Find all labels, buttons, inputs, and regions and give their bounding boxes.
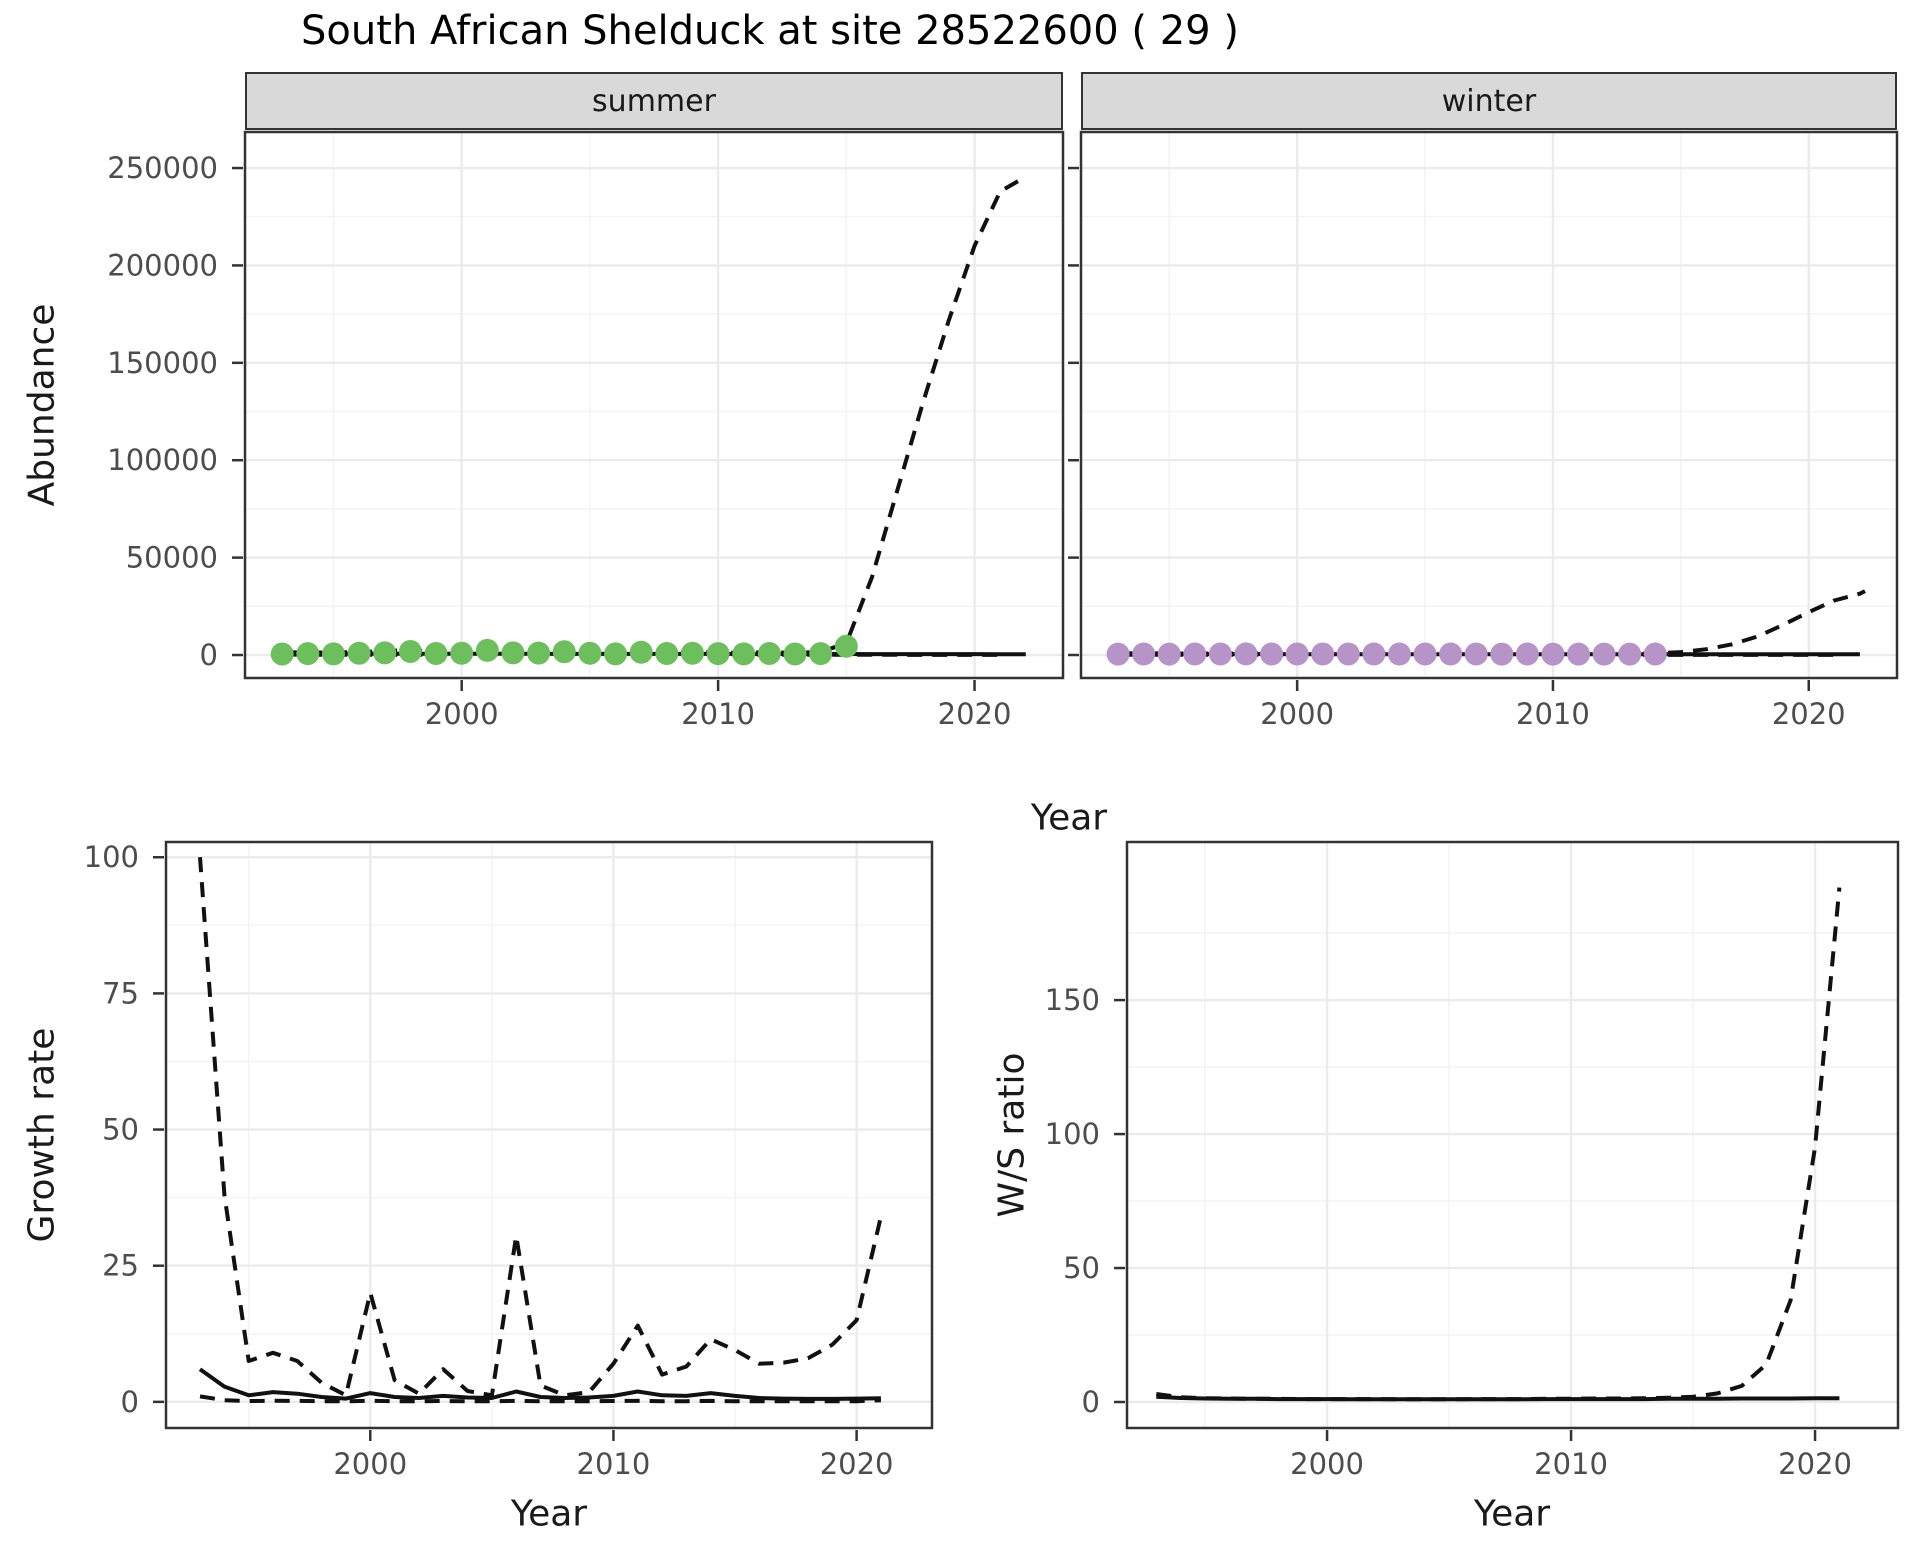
y-axis-title-ws-ratio: W/S ratio [991, 1052, 1033, 1218]
winter-x-tick-label: 2020 [1772, 697, 1846, 731]
summer-x-tick-label: 2010 [681, 697, 755, 731]
winter-point-observed [1592, 642, 1616, 666]
winter-point-observed [1387, 642, 1411, 666]
winter-point-observed [1260, 642, 1284, 666]
summer-y-tick-label: 250000 [107, 151, 218, 185]
ws-y-tick-label: 100 [1045, 1117, 1100, 1151]
winter-line-ci_upper [1118, 589, 1866, 656]
summer-point-observed [809, 642, 833, 666]
summer-point-observed [296, 642, 320, 666]
summer-point-observed [680, 641, 704, 665]
winter-point-observed [1515, 642, 1539, 666]
summer-point-observed [475, 638, 499, 662]
growth-panel-border [164, 840, 934, 1430]
summer-point-observed [527, 641, 551, 665]
winter-point-observed [1157, 642, 1181, 666]
summer-point-observed [578, 641, 602, 665]
y-axis-title-abundance: Abundance [21, 303, 63, 507]
summer-point-observed [732, 642, 756, 666]
facet-strip-summer-label: summer [592, 83, 716, 119]
winter-point-observed [1541, 642, 1565, 666]
summer-x-tick-label: 2000 [425, 697, 499, 731]
winter-point-observed [1132, 642, 1156, 666]
growth-line-fit [198, 1367, 881, 1401]
facet-strip-winter-label: winter [1441, 83, 1537, 119]
facet-strip-summer: summer [245, 72, 1063, 130]
summer-point-observed [706, 642, 730, 666]
summer-y-tick-label: 50000 [126, 541, 218, 575]
growth-x-tick-label: 2010 [577, 1447, 651, 1481]
summer-point-observed [604, 642, 628, 666]
winter-point-observed [1208, 642, 1232, 666]
summer-point-observed [398, 640, 422, 664]
ws-panel-border [1125, 840, 1900, 1430]
growth-y-tick-label: 100 [84, 840, 139, 874]
summer-y-tick-label: 150000 [107, 346, 218, 380]
x-axis-title-year-ws: Year [1473, 1493, 1551, 1535]
summer-point-observed [373, 641, 397, 665]
growth-y-tick-label: 50 [102, 1113, 139, 1147]
winter-point-observed [1285, 642, 1309, 666]
summer-panel-border [243, 130, 1065, 680]
growth-line-ci_lower [199, 1394, 881, 1404]
winter-point-observed [1183, 642, 1207, 666]
growth-x-tick-label: 2000 [333, 1447, 407, 1481]
summer-point-observed [655, 641, 679, 665]
winter-point-observed [1439, 642, 1463, 666]
summer-y-tick-label: 0 [200, 638, 218, 672]
winter-point-observed [1311, 642, 1335, 666]
ws-x-tick-label: 2010 [1534, 1447, 1608, 1481]
winter-point-observed [1234, 642, 1258, 666]
winter-point-observed [1106, 642, 1130, 666]
growth-y-tick-label: 75 [102, 976, 139, 1010]
summer-point-observed [347, 641, 371, 665]
winter-point-observed [1362, 642, 1386, 666]
summer-point-observed [629, 640, 653, 664]
summer-y-tick-label: 200000 [107, 248, 218, 282]
summer-point-observed [757, 641, 781, 665]
summer-point-observed [552, 640, 576, 664]
x-axis-title-year-top: Year [1030, 797, 1108, 839]
summer-line-ci_upper [282, 177, 1022, 655]
facet-strip-winter: winter [1081, 72, 1897, 130]
ws-y-tick-label: 0 [1082, 1385, 1100, 1419]
summer-point-observed [450, 641, 474, 665]
summer-y-tick-label: 100000 [107, 443, 218, 477]
y-axis-title-growth-rate: Growth rate [21, 1027, 63, 1243]
growth-line-ci_upper [198, 857, 883, 1398]
summer-point-observed [501, 641, 525, 665]
ws-y-tick-label: 50 [1063, 1251, 1100, 1285]
growth-y-tick-label: 0 [121, 1385, 139, 1419]
winter-point-observed [1464, 642, 1488, 666]
ws-line-ratio_fit [1156, 1394, 1840, 1402]
summer-point-observed [424, 641, 448, 665]
winter-point-observed [1413, 642, 1437, 666]
summer-x-tick-label: 2020 [938, 697, 1012, 731]
summer-point-observed [783, 642, 807, 666]
page-title: South African Shelduck at site 28522600 … [301, 8, 1239, 54]
ws-x-tick-label: 2000 [1290, 1447, 1364, 1481]
winter-x-tick-label: 2000 [1260, 697, 1334, 731]
summer-point-observed [270, 642, 294, 666]
winter-point-observed [1643, 642, 1667, 666]
summer-point-observed [321, 642, 345, 666]
summer-point-observed [834, 634, 858, 658]
winter-point-observed [1336, 642, 1360, 666]
ws-y-tick-label: 150 [1045, 983, 1100, 1017]
winter-point-observed [1567, 642, 1591, 666]
winter-panel-border [1079, 130, 1899, 680]
winter-point-observed [1490, 642, 1514, 666]
ws-line-ratio_upper [1156, 887, 1842, 1402]
x-axis-title-year-growth: Year [510, 1493, 588, 1535]
ws-x-tick-label: 2020 [1778, 1447, 1852, 1481]
winter-point-observed [1618, 642, 1642, 666]
growth-x-tick-label: 2020 [820, 1447, 894, 1481]
growth-y-tick-label: 25 [102, 1249, 139, 1283]
winter-x-tick-label: 2010 [1516, 697, 1590, 731]
